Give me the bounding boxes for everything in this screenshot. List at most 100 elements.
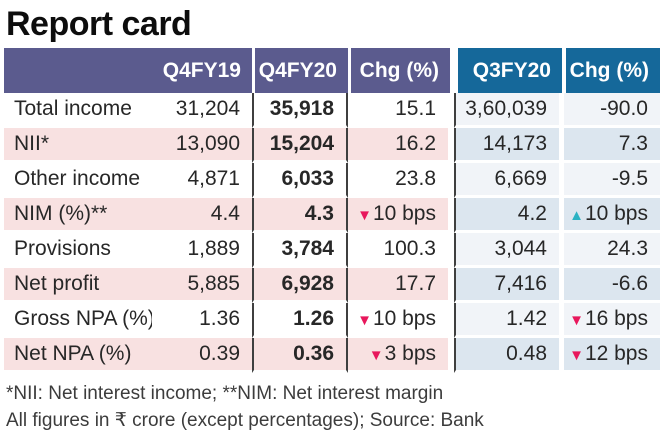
chg-value: 12 bps	[584, 342, 648, 365]
up-triangle-icon	[569, 207, 584, 224]
cell-chg-qoq: -90.0	[564, 93, 660, 128]
column-gap	[559, 128, 564, 163]
row-label: Net NPA (%)	[4, 338, 152, 373]
column-gap	[559, 233, 564, 268]
cell-q4fy20: 4.3	[252, 198, 348, 233]
cell-chg-yoy: 10 bps	[348, 303, 448, 338]
cell-q4fy20: 15,204	[252, 128, 348, 163]
row-label: NIM (%)**	[4, 198, 152, 233]
row-label: Other income	[4, 163, 152, 198]
down-triangle-icon	[569, 347, 584, 364]
column-header-q4fy20: Q4FY20	[255, 48, 348, 93]
chg-value: 16.2	[395, 132, 436, 155]
cell-q4fy20: 6,928	[252, 268, 348, 303]
table-header-row: Q4FY19 Q4FY20 Chg (%) Q3FY20 Chg (%)	[4, 48, 660, 93]
cell-chg-yoy: 23.8	[348, 163, 448, 198]
down-triangle-icon	[369, 347, 384, 364]
cell-chg-qoq: 24.3	[564, 233, 660, 268]
chg-value: 100.3	[383, 237, 436, 260]
cell-q3fy20: 4.2	[454, 198, 559, 233]
row-label: Net profit	[4, 268, 152, 303]
cell-chg-qoq: 16 bps	[564, 303, 660, 338]
table-row: NIM (%)** 4.4 4.3 10 bps 4.2 10 bps	[4, 198, 660, 233]
cell-q3fy20: 7,416	[454, 268, 559, 303]
down-triangle-icon	[357, 207, 372, 224]
cell-q3fy20: 0.48	[454, 338, 559, 373]
table-row: NII* 13,090 15,204 16.2 14,173 7.3	[4, 128, 660, 163]
cell-chg-yoy: 3 bps	[348, 338, 448, 373]
cell-q4fy19: 4.4	[152, 198, 252, 233]
down-triangle-icon	[357, 312, 372, 329]
chg-value: 16 bps	[584, 307, 648, 330]
cell-q3fy20: 1.42	[454, 303, 559, 338]
chg-value: -6.6	[611, 272, 648, 295]
cell-q4fy19: 5,885	[152, 268, 252, 303]
cell-q4fy19: 1.36	[152, 303, 252, 338]
table-row: Net profit 5,885 6,928 17.7 7,416 -6.6	[4, 268, 660, 303]
footnote-definitions: *NII: Net interest income; **NIM: Net in…	[6, 383, 444, 404]
column-header-q4fy19: Q4FY19	[4, 48, 252, 93]
table-row: Net NPA (%) 0.39 0.36 3 bps 0.48 12 bps	[4, 338, 660, 373]
chg-value: 10 bps	[372, 307, 436, 330]
cell-q3fy20: 14,173	[454, 128, 559, 163]
cell-q3fy20: 6,669	[454, 163, 559, 198]
column-gap	[559, 163, 564, 198]
cell-chg-yoy: 10 bps	[348, 198, 448, 233]
chg-value: -9.5	[611, 167, 648, 190]
cell-q4fy19: 13,090	[152, 128, 252, 163]
chg-value: 15.1	[395, 97, 436, 120]
cell-q4fy19: 4,871	[152, 163, 252, 198]
cell-chg-qoq: 12 bps	[564, 338, 660, 373]
table-row: Total income 31,204 35,918 15.1 3,60,039…	[4, 93, 660, 128]
column-gap	[559, 93, 564, 128]
cell-q4fy20: 35,918	[252, 93, 348, 128]
chg-value: 3 bps	[384, 342, 436, 365]
cell-q3fy20: 3,60,039	[454, 93, 559, 128]
chg-value: 23.8	[395, 167, 436, 190]
cell-q4fy19: 1,889	[152, 233, 252, 268]
section-gap	[448, 128, 454, 163]
column-header-chg-qoq: Chg (%)	[566, 48, 660, 93]
header-section-divider	[450, 48, 458, 93]
cell-chg-yoy: 100.3	[348, 233, 448, 268]
row-label: NII*	[4, 128, 152, 163]
cell-chg-qoq: -6.6	[564, 268, 660, 303]
header-divider	[348, 48, 351, 93]
cell-chg-yoy: 16.2	[348, 128, 448, 163]
column-header-chg-yoy: Chg (%)	[351, 48, 450, 93]
row-label: Gross NPA (%)	[4, 303, 155, 338]
chg-value: -90.0	[600, 97, 648, 120]
cell-q4fy20: 1.26	[252, 303, 348, 338]
column-gap	[559, 268, 564, 303]
section-gap	[448, 163, 454, 198]
section-gap	[448, 93, 454, 128]
cell-q4fy20: 3,784	[252, 233, 348, 268]
table-row: Other income 4,871 6,033 23.8 6,669 -9.5	[4, 163, 660, 198]
column-gap	[559, 338, 564, 373]
chg-value: 17.7	[395, 272, 436, 295]
section-gap	[448, 198, 454, 233]
chg-value: 24.3	[607, 237, 648, 260]
cell-q4fy19: 0.39	[152, 338, 252, 373]
cell-q4fy20: 0.36	[252, 338, 348, 373]
cell-q3fy20: 3,044	[454, 233, 559, 268]
down-triangle-icon	[569, 312, 584, 329]
section-gap	[448, 233, 454, 268]
cell-chg-qoq: 10 bps	[564, 198, 660, 233]
report-table: Q4FY19 Q4FY20 Chg (%) Q3FY20 Chg (%) Tot…	[4, 48, 660, 373]
column-gap	[559, 303, 564, 338]
cell-chg-qoq: 7.3	[564, 128, 660, 163]
chg-value: 7.3	[618, 132, 648, 155]
column-header-q3fy20: Q3FY20	[458, 48, 562, 93]
cell-chg-yoy: 15.1	[348, 93, 448, 128]
row-label: Provisions	[4, 233, 152, 268]
page-title: Report card	[6, 5, 192, 43]
header-divider	[252, 48, 255, 93]
section-gap	[448, 268, 454, 303]
chg-value: 10 bps	[372, 202, 436, 225]
section-gap	[448, 338, 454, 373]
header-divider	[562, 48, 566, 93]
footnote-source: All figures in ₹ crore (except percentag…	[6, 410, 484, 431]
cell-chg-qoq: -9.5	[564, 163, 660, 198]
